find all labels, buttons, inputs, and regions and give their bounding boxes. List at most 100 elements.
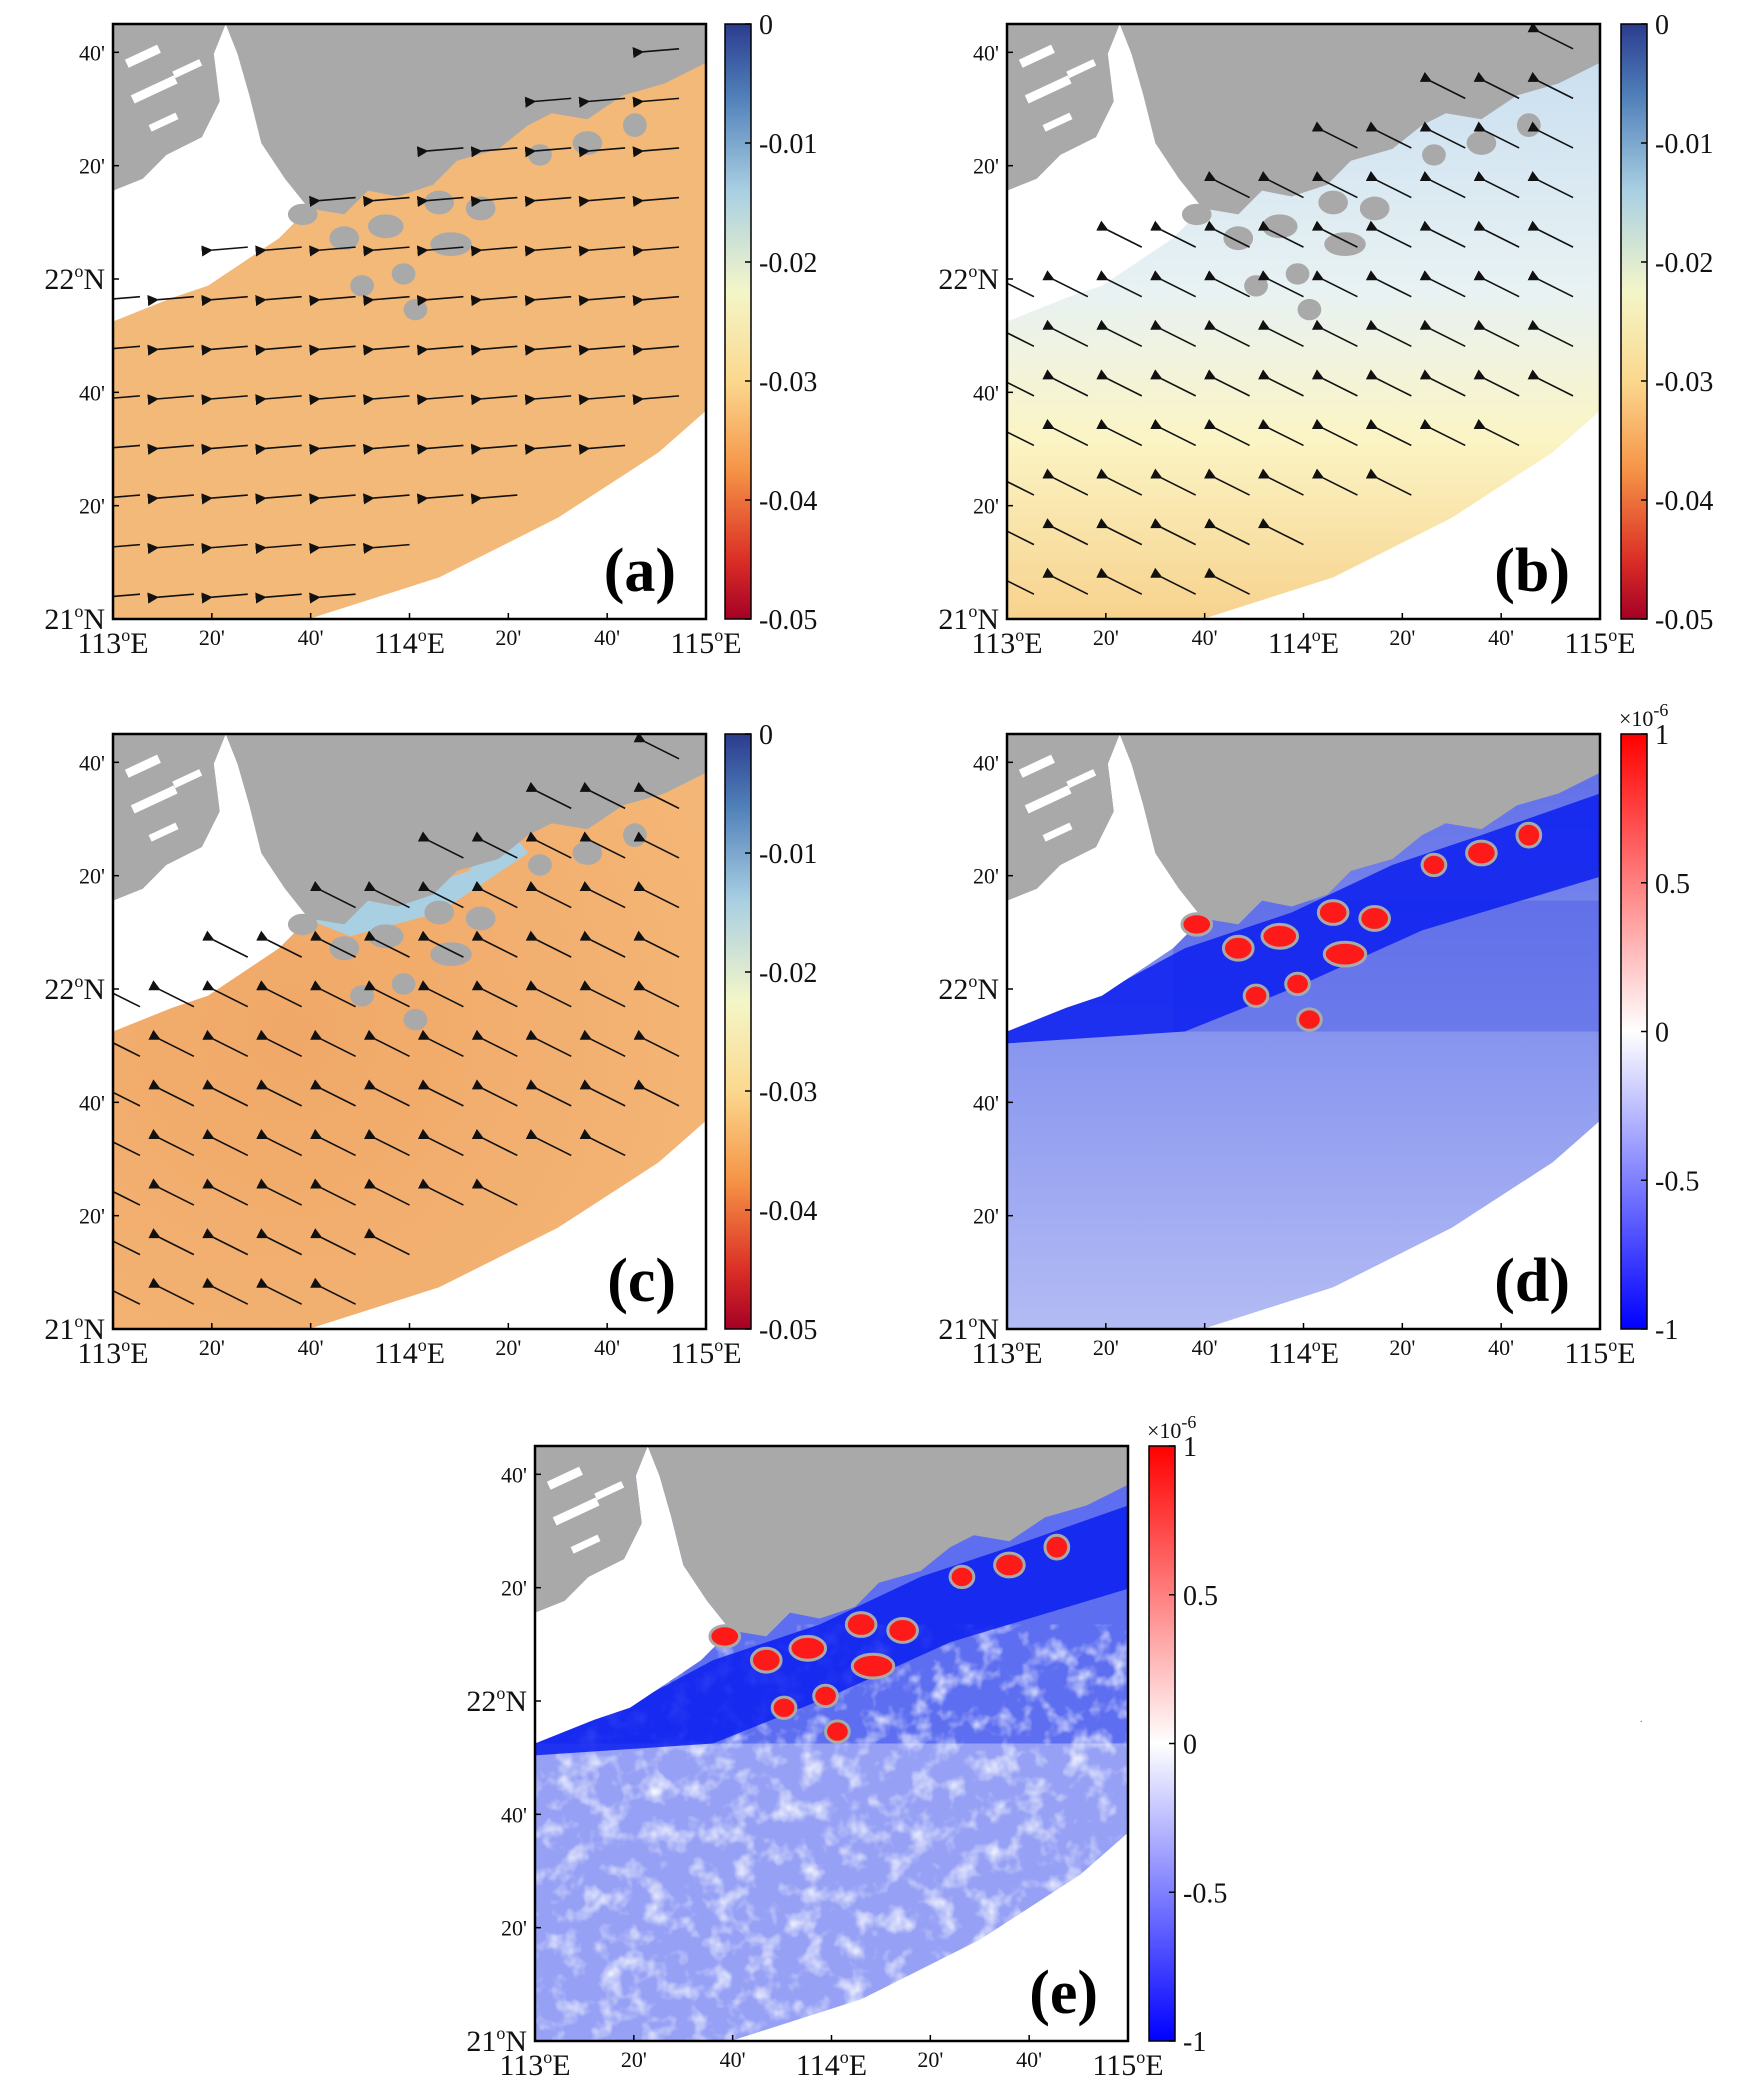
current-arrow [1257,418,1304,447]
lat-label: 21oN [938,601,999,636]
current-arrow [578,96,626,108]
current-arrow [579,980,626,1008]
island [1420,852,1448,878]
lat-label: 40' [79,1090,105,1115]
current-arrow [578,443,626,455]
current-arrow [255,344,302,356]
lat-label: 22oN [466,1683,527,1718]
current-arrow [1473,418,1520,447]
current-arrow [525,831,572,859]
lon-label: 40' [1016,2047,1042,2072]
colorbar-label: 0.5 [1655,869,1690,900]
current-arrow [201,344,248,356]
current-arrow [1419,220,1466,248]
current-arrow [201,493,248,505]
lon-label: 115oE [670,625,741,660]
lat-label: 40' [79,40,105,65]
lat-label: 40' [973,750,999,775]
current-arrow [363,930,410,958]
current-arrow [309,195,356,207]
current-arrow [1096,518,1143,546]
current-arrow [471,881,518,909]
current-arrow [113,1240,141,1256]
current-arrow [310,881,356,909]
current-arrow [1419,369,1466,397]
island [403,1008,428,1031]
map-a [113,24,706,619]
lat-label: 22oN [44,971,105,1006]
current-arrow [632,146,680,158]
current-arrow [578,394,626,406]
lon-label: 113oE [971,1335,1042,1370]
current-arrow [1473,121,1520,149]
island [1316,899,1350,926]
island [1515,821,1543,849]
current-arrow [416,443,464,455]
current-arrow [256,1079,303,1107]
lon-label: 115oE [1092,2047,1163,2082]
current-arrow [363,1128,410,1157]
current-arrow [363,881,410,909]
nodata-offshore [730,1832,1128,2041]
land-channel [1024,785,1072,814]
current-arrow [416,195,464,207]
island [424,900,454,925]
panel-label: (a) [604,537,676,605]
current-arrow [148,1228,195,1256]
colorbar-label: -0.04 [759,486,817,517]
current-arrow [633,1079,680,1107]
current-arrow [363,1029,410,1058]
current-arrow [148,1277,195,1305]
island [824,1719,851,1744]
island [528,144,552,166]
nodata-estuary [1007,24,1203,322]
current-arrow [147,592,194,604]
current-arrow [201,592,248,604]
current-arrow [1419,121,1466,149]
panel-label: (b) [1494,537,1570,605]
colorbar-label: -0.01 [759,839,817,870]
island [424,190,454,215]
lon-label: 20' [199,625,225,650]
current-arrow [255,542,302,555]
coastal-blue [1007,793,1600,1044]
current-arrow [310,1178,356,1206]
current-arrow [1473,369,1520,397]
current-arrow [256,980,303,1008]
colorbar-label: -0.03 [1655,367,1713,398]
current-arrow [1150,220,1197,248]
lon-label: 40' [594,1335,620,1360]
land-channel [1024,75,1072,104]
colorbar [724,733,752,1330]
current-arrow [417,881,464,909]
current-arrow [256,1128,303,1157]
lon-label: 40' [1192,1335,1218,1360]
current-arrow [1150,567,1197,595]
current-arrow [1204,567,1250,595]
colorbar-label: 0.5 [1183,1581,1218,1612]
colorbar-label: 0 [759,10,773,41]
current-arrow [525,980,572,1008]
current-arrow [1204,220,1250,248]
island [1358,905,1391,932]
nodata-offshore [308,410,706,619]
current-arrow [1311,121,1358,149]
colorbar-label: 0 [1655,10,1669,41]
island [1324,232,1366,257]
lon-label: 20' [495,625,521,650]
current-arrow [632,195,680,207]
panel-label: (e) [1029,1959,1098,2027]
land-channel [172,59,203,79]
land-channel [124,754,161,778]
current-arrow [1007,381,1035,397]
current-arrow [310,1228,356,1256]
current-arrow [524,245,572,257]
current-arrow [417,930,464,958]
current-arrow [1204,418,1250,447]
current-arrow [1365,121,1412,149]
current-arrow [148,1178,195,1206]
lat-label: 21oN [466,2023,527,2058]
current-arrow [471,930,518,958]
current-arrow [1527,369,1574,397]
